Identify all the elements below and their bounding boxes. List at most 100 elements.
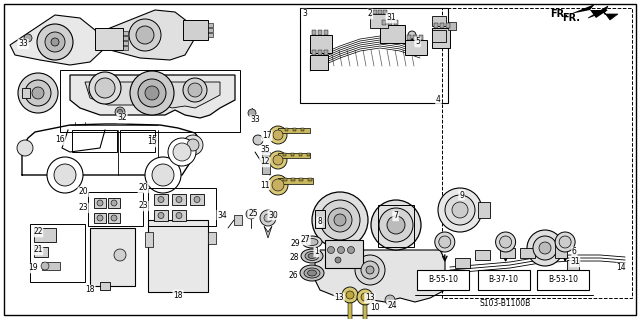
- Bar: [22, 88, 30, 98]
- Text: 31: 31: [570, 257, 580, 266]
- Bar: [380, 25, 405, 43]
- Polygon shape: [588, 6, 618, 20]
- Polygon shape: [348, 303, 352, 319]
- Circle shape: [348, 247, 355, 254]
- Text: 15: 15: [147, 136, 157, 145]
- Bar: [324, 50, 328, 55]
- Text: 35: 35: [260, 145, 269, 154]
- Circle shape: [555, 232, 575, 252]
- Circle shape: [246, 209, 256, 219]
- Circle shape: [114, 249, 126, 261]
- Circle shape: [539, 242, 551, 254]
- Bar: [310, 35, 332, 53]
- Text: 4: 4: [436, 95, 441, 105]
- Bar: [154, 210, 168, 221]
- Bar: [378, 205, 414, 247]
- Circle shape: [445, 195, 475, 225]
- Circle shape: [355, 255, 385, 285]
- Bar: [108, 213, 120, 223]
- Text: 23: 23: [78, 204, 88, 212]
- Ellipse shape: [305, 251, 319, 261]
- Text: 26: 26: [289, 271, 298, 279]
- Circle shape: [379, 208, 413, 242]
- Text: 2: 2: [367, 10, 372, 19]
- Circle shape: [371, 200, 421, 250]
- Text: 34: 34: [217, 211, 227, 219]
- Circle shape: [452, 202, 468, 218]
- Text: 5: 5: [415, 38, 420, 47]
- Bar: [100, 282, 110, 290]
- Bar: [440, 23, 444, 28]
- Circle shape: [176, 212, 182, 219]
- Bar: [325, 240, 363, 268]
- Circle shape: [145, 86, 159, 100]
- Circle shape: [268, 175, 288, 195]
- Bar: [262, 152, 270, 174]
- Circle shape: [273, 130, 283, 140]
- Bar: [555, 240, 567, 258]
- Bar: [278, 153, 310, 158]
- Bar: [95, 28, 123, 50]
- Circle shape: [136, 26, 154, 44]
- Circle shape: [97, 200, 103, 206]
- Bar: [283, 178, 287, 181]
- Text: 21: 21: [33, 246, 42, 255]
- Bar: [310, 55, 328, 70]
- Bar: [30, 224, 85, 282]
- Circle shape: [328, 208, 352, 232]
- Text: 27: 27: [300, 235, 310, 244]
- Circle shape: [158, 197, 164, 203]
- Bar: [432, 28, 450, 48]
- Bar: [477, 270, 530, 290]
- Bar: [455, 258, 470, 268]
- Bar: [370, 14, 388, 28]
- Text: 16: 16: [55, 136, 65, 145]
- Bar: [567, 260, 579, 270]
- Circle shape: [269, 126, 287, 144]
- Text: 8: 8: [317, 218, 322, 226]
- Bar: [108, 198, 120, 208]
- Polygon shape: [570, 4, 608, 18]
- Text: B-55-10: B-55-10: [428, 276, 458, 285]
- Circle shape: [260, 210, 276, 226]
- Bar: [123, 36, 128, 40]
- Text: 29: 29: [291, 240, 300, 249]
- Bar: [312, 50, 316, 55]
- Text: 17: 17: [262, 131, 271, 140]
- Bar: [419, 35, 423, 40]
- Bar: [308, 178, 312, 181]
- Circle shape: [138, 79, 166, 107]
- Polygon shape: [315, 250, 445, 302]
- Text: 13: 13: [334, 293, 344, 302]
- Bar: [500, 248, 515, 258]
- Circle shape: [47, 157, 83, 193]
- Bar: [285, 128, 288, 131]
- Ellipse shape: [308, 254, 316, 258]
- Bar: [417, 270, 468, 290]
- Circle shape: [25, 80, 51, 106]
- Bar: [72, 130, 117, 152]
- Text: 18: 18: [173, 291, 183, 300]
- Text: 25: 25: [248, 209, 258, 218]
- Circle shape: [89, 72, 121, 104]
- Circle shape: [264, 214, 272, 222]
- Bar: [183, 20, 208, 40]
- Text: 24: 24: [387, 300, 397, 309]
- Text: 15: 15: [147, 137, 157, 146]
- Bar: [520, 248, 535, 258]
- Bar: [208, 23, 213, 27]
- Bar: [208, 28, 213, 32]
- Bar: [34, 247, 48, 257]
- Bar: [172, 194, 186, 205]
- Bar: [307, 153, 310, 156]
- Bar: [475, 250, 490, 260]
- Text: 31: 31: [387, 13, 396, 23]
- Bar: [172, 210, 186, 221]
- Circle shape: [41, 262, 49, 270]
- Bar: [123, 46, 128, 50]
- Ellipse shape: [304, 268, 320, 278]
- Circle shape: [95, 78, 115, 98]
- Bar: [373, 10, 377, 14]
- Bar: [291, 153, 294, 156]
- Bar: [432, 16, 446, 26]
